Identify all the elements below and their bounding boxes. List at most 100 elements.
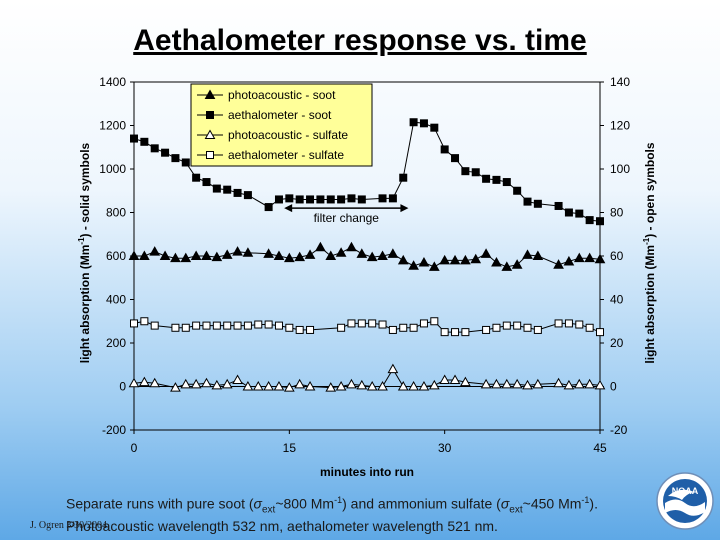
left-tick-label: 800 — [106, 206, 126, 220]
data-point — [202, 178, 211, 187]
data-point — [387, 363, 399, 374]
data-point — [273, 250, 285, 260]
data-point — [408, 380, 419, 391]
data-point — [439, 254, 451, 265]
data-point — [522, 379, 533, 390]
data-point — [347, 319, 356, 328]
data-point — [140, 137, 149, 146]
data-point — [564, 208, 573, 217]
data-point — [159, 250, 171, 260]
data-point — [274, 195, 283, 204]
legend-marker — [206, 151, 214, 159]
author-credit: J. Ogren 3/30/2004 — [30, 520, 107, 531]
legend-entry: aethalometer - soot — [197, 108, 332, 122]
x-tick-label: 15 — [283, 441, 297, 455]
y-axis-label-right: light absorption (Mm-1) - open symbols — [642, 142, 657, 363]
data-point — [388, 325, 397, 334]
data-point — [532, 378, 544, 389]
data-point — [378, 320, 387, 329]
data-point — [190, 250, 202, 260]
left-tick-label: 0 — [119, 380, 126, 394]
data-point — [480, 248, 492, 258]
data-point — [161, 148, 170, 157]
data-point — [451, 328, 460, 337]
data-point — [419, 119, 428, 128]
data-point — [357, 319, 366, 328]
data-point — [575, 209, 584, 218]
data-point — [285, 323, 294, 332]
data-point — [171, 154, 180, 163]
data-point — [192, 173, 201, 182]
data-point — [585, 323, 594, 332]
data-point — [221, 249, 233, 259]
legend-entry: photoacoustic - soot — [197, 88, 336, 102]
data-point — [408, 260, 419, 270]
data-point — [315, 241, 326, 252]
data-point — [491, 378, 502, 389]
data-point — [491, 257, 502, 267]
data-point — [139, 376, 150, 387]
right-axis-ticks: -20 0 20 40 60 80 100 120 140 — [600, 75, 630, 437]
data-point — [306, 195, 315, 204]
series-layer — [128, 118, 606, 392]
data-point — [428, 261, 440, 271]
right-tick-label: 80 — [610, 206, 624, 220]
data-point — [461, 328, 470, 337]
data-point — [202, 321, 211, 330]
data-point — [585, 216, 594, 225]
data-point — [223, 185, 232, 194]
data-point — [594, 379, 606, 390]
right-tick-label: 0 — [610, 380, 617, 394]
data-point — [212, 184, 221, 193]
data-point — [492, 175, 501, 184]
data-point — [335, 247, 347, 257]
data-point — [584, 378, 595, 389]
data-point — [192, 321, 201, 330]
data-point — [513, 186, 522, 195]
right-tick-label: 40 — [610, 293, 624, 307]
data-point — [337, 323, 346, 332]
data-point — [449, 254, 461, 265]
data-point — [306, 325, 315, 334]
data-point — [584, 252, 595, 263]
series-3 — [128, 363, 606, 392]
legend-label: photoacoustic - soot — [228, 88, 336, 102]
right-tick-label: 120 — [610, 119, 630, 133]
data-point — [533, 199, 542, 208]
right-tick-label: 100 — [610, 162, 630, 176]
data-point — [563, 379, 575, 390]
data-point — [128, 377, 140, 388]
data-point — [502, 321, 511, 330]
caption: Separate runs with pure soot (σext~800 M… — [66, 495, 598, 535]
data-point — [460, 254, 471, 265]
data-point — [378, 194, 387, 203]
data-point — [346, 241, 357, 252]
x-tick-label: 0 — [131, 441, 138, 455]
data-point — [356, 379, 368, 390]
data-point — [575, 320, 584, 329]
data-point — [232, 246, 243, 256]
data-point — [492, 323, 501, 332]
data-point — [533, 325, 542, 334]
data-point — [573, 378, 585, 389]
data-point — [532, 250, 544, 260]
data-point — [430, 317, 439, 326]
data-point — [201, 250, 212, 260]
data-point — [554, 201, 563, 210]
data-point — [325, 250, 337, 260]
right-tick-label: 60 — [610, 249, 624, 263]
right-tick-label: 140 — [610, 75, 630, 89]
svg-text:NOAA: NOAA — [672, 486, 699, 496]
data-point — [223, 321, 232, 330]
left-tick-label: 1400 — [99, 75, 126, 89]
data-point — [180, 252, 192, 263]
legend-label: photoacoustic - sulfate — [228, 128, 348, 142]
data-point — [130, 319, 138, 328]
data-point — [428, 379, 440, 390]
data-point — [295, 325, 304, 334]
y-axis-label-left: light absorption (Mm-1) - solid symbols — [77, 142, 92, 363]
data-point — [482, 325, 491, 334]
data-point — [150, 321, 159, 330]
data-point — [440, 328, 449, 337]
legend-entry: aethalometer - sulfate — [197, 148, 344, 162]
